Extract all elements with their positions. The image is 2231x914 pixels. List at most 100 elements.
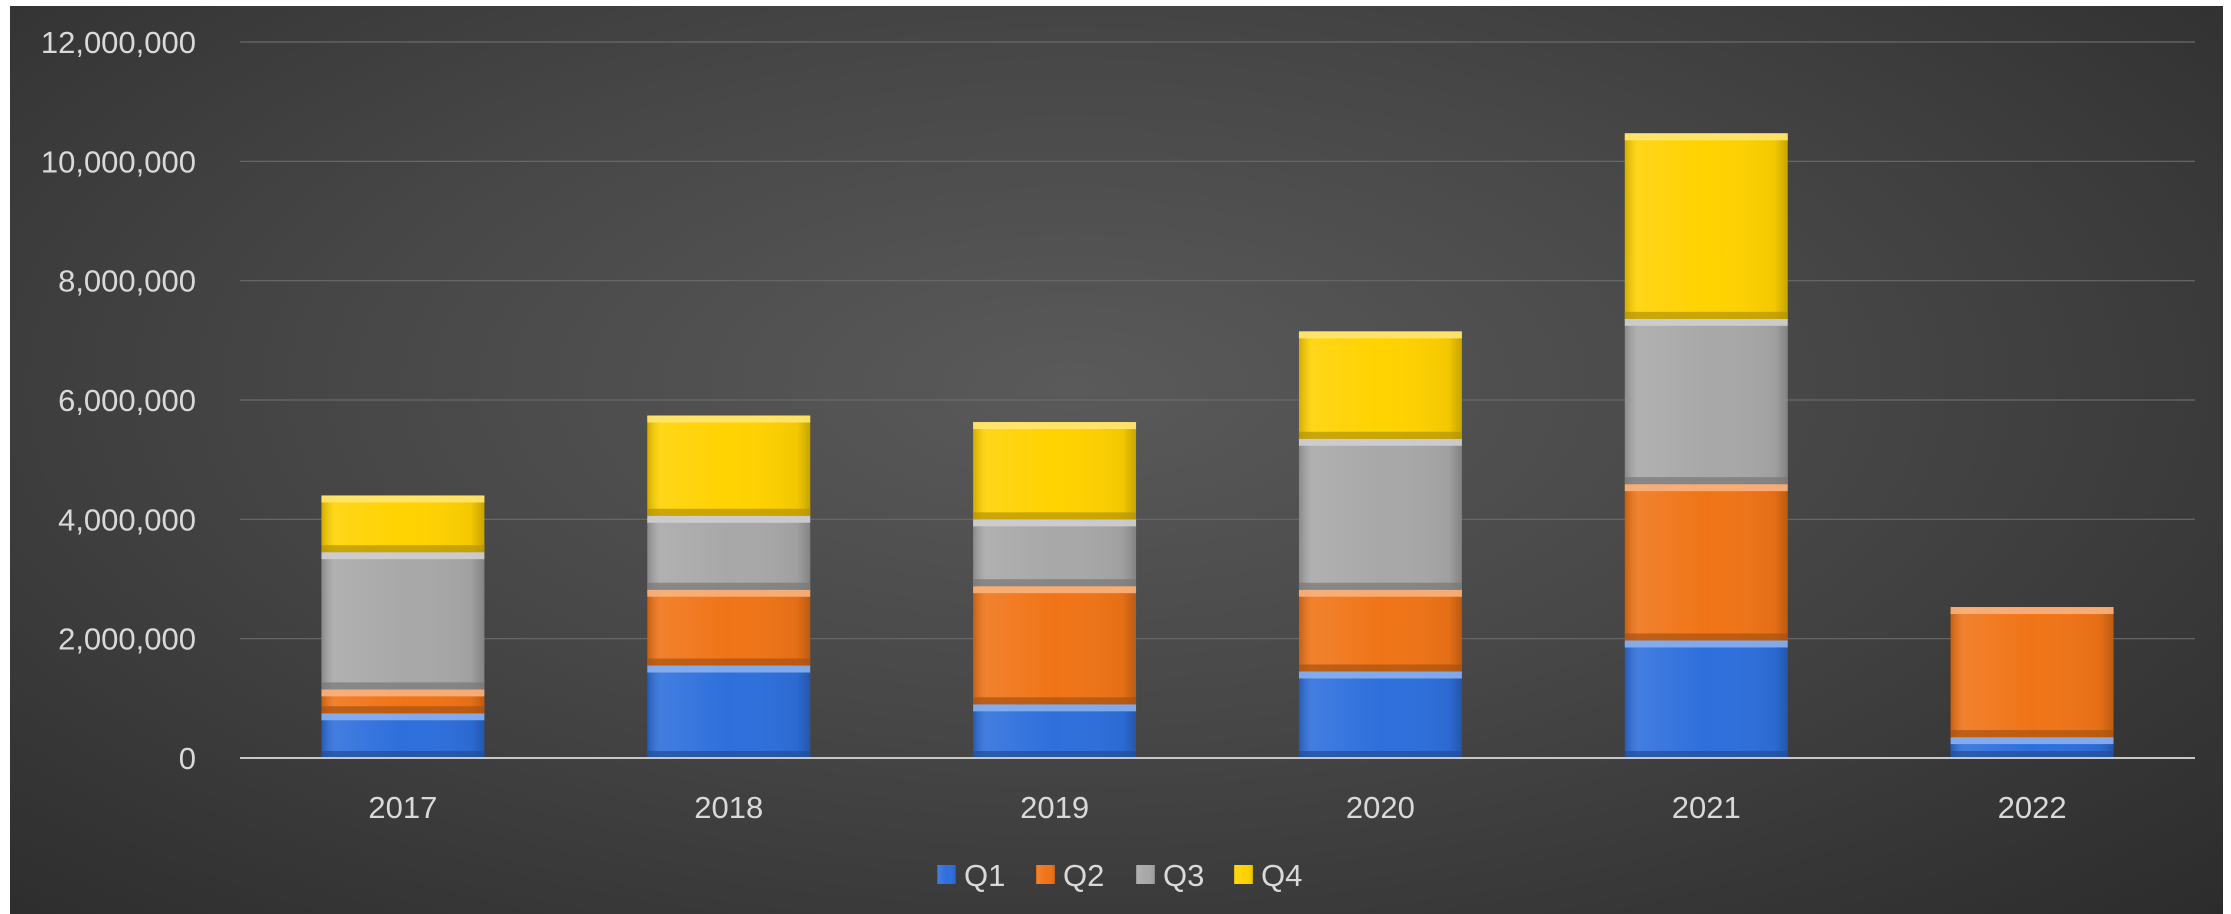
legend-label: Q1 — [964, 858, 1005, 893]
bar-shading — [973, 586, 1137, 705]
bar-bottom-bevel — [973, 751, 1137, 758]
bar-q4-2018 — [647, 415, 811, 516]
bar-top-bevel — [1624, 484, 1788, 492]
legend-swatch-shading — [1234, 865, 1253, 884]
legend-label: Q4 — [1261, 858, 1302, 893]
x-tick-label: 2017 — [368, 790, 437, 825]
bar-q2-2017 — [321, 689, 485, 714]
y-tick-label: 6,000,000 — [58, 383, 196, 418]
bar-q1-2022 — [1950, 737, 2114, 758]
bar-bottom-bevel — [1950, 730, 2114, 738]
bar-q4-2017 — [321, 495, 485, 553]
bar-shading — [1624, 318, 1788, 485]
bar-bottom-bevel — [1298, 751, 1462, 758]
bar-q2-2020 — [1298, 589, 1462, 672]
bar-shading — [1298, 589, 1462, 672]
bar-bottom-bevel — [647, 508, 811, 516]
bar-shading — [1298, 331, 1462, 439]
bar-shading — [647, 415, 811, 516]
bar-shading — [647, 665, 811, 758]
legend-swatch-shading — [937, 865, 956, 884]
bar-q2-2021 — [1624, 484, 1788, 641]
legend-label: Q2 — [1063, 858, 1104, 893]
bar-top-bevel — [1298, 438, 1462, 446]
bar-shading — [973, 704, 1137, 758]
bar-shading — [973, 519, 1137, 587]
bar-shading — [1624, 484, 1788, 641]
bar-q2-2018 — [647, 589, 811, 666]
bar-shading — [1950, 607, 2114, 738]
legend-item-q3: Q3 — [1136, 858, 1204, 893]
bar-bottom-bevel — [1624, 751, 1788, 758]
bar-top-bevel — [321, 713, 485, 721]
legend-label: Q3 — [1163, 858, 1204, 893]
bar-shading — [1624, 133, 1788, 319]
bar-shading — [321, 713, 485, 758]
bar-q1-2018 — [647, 665, 811, 758]
bar-bottom-bevel — [1298, 582, 1462, 590]
bar-bottom-bevel — [321, 682, 485, 690]
bar-bottom-bevel — [647, 751, 811, 758]
bar-top-bevel — [647, 589, 811, 597]
bar-top-bevel — [321, 552, 485, 560]
x-tick-label: 2020 — [1346, 790, 1415, 825]
bar-q1-2021 — [1624, 640, 1788, 758]
bar-q4-2020 — [1298, 331, 1462, 439]
bar-bottom-bevel — [321, 706, 485, 714]
x-axis: 2017 2018 2019 2020 2021 2022 — [240, 757, 2195, 825]
bar-shading — [1624, 640, 1788, 758]
y-tick-label: 0 — [179, 741, 196, 776]
bar-bottom-bevel — [647, 658, 811, 666]
legend: Q1 Q2 Q3 Q4 — [937, 858, 1302, 893]
bar-top-bevel — [647, 665, 811, 673]
bar-q3-2019 — [973, 519, 1137, 587]
bar-bottom-bevel — [973, 512, 1137, 520]
bar-q4-2019 — [973, 422, 1137, 520]
bars — [321, 133, 2114, 758]
bar-q3-2018 — [647, 515, 811, 590]
bar-q3-2021 — [1624, 318, 1788, 485]
legend-swatch-shading — [1136, 865, 1155, 884]
bar-bottom-bevel — [647, 582, 811, 590]
gridlines — [240, 41, 2195, 640]
bar-bottom-bevel — [1950, 751, 2114, 758]
bar-q1-2019 — [973, 704, 1137, 758]
bar-top-bevel — [1624, 318, 1788, 326]
bar-bottom-bevel — [1624, 311, 1788, 319]
y-tick-label: 12,000,000 — [41, 25, 196, 60]
bar-top-bevel — [647, 515, 811, 523]
bar-q2-2019 — [973, 586, 1137, 705]
legend-item-q4: Q4 — [1234, 858, 1302, 893]
bar-shading — [973, 422, 1137, 520]
bar-top-bevel — [1298, 331, 1462, 339]
bar-top-bevel — [973, 704, 1137, 712]
bar-top-bevel — [973, 586, 1137, 594]
bar-shading — [647, 515, 811, 590]
bar-bottom-bevel — [973, 697, 1137, 705]
bar-top-bevel — [1298, 671, 1462, 679]
x-tick-label: 2022 — [1998, 790, 2067, 825]
bar-q3-2020 — [1298, 438, 1462, 590]
bar-top-bevel — [1950, 607, 2114, 615]
bar-shading — [321, 552, 485, 690]
bar-top-bevel — [1950, 737, 2114, 745]
bar-bottom-bevel — [321, 545, 485, 553]
legend-item-q1: Q1 — [937, 858, 1005, 893]
bar-shading — [647, 589, 811, 666]
bar-top-bevel — [1298, 589, 1462, 597]
bar-top-bevel — [647, 415, 811, 423]
x-tick-label: 2021 — [1672, 790, 1741, 825]
bar-shading — [321, 495, 485, 553]
y-tick-label: 10,000,000 — [41, 144, 196, 179]
bar-q2-2022 — [1950, 607, 2114, 738]
bar-bottom-bevel — [1624, 633, 1788, 641]
bar-bottom-bevel — [1298, 431, 1462, 439]
bar-q3-2017 — [321, 552, 485, 690]
bar-top-bevel — [321, 495, 485, 503]
y-tick-label: 4,000,000 — [58, 502, 196, 537]
bar-bottom-bevel — [321, 751, 485, 758]
bar-top-bevel — [1624, 640, 1788, 648]
bar-top-bevel — [973, 422, 1137, 430]
bar-shading — [1298, 671, 1462, 758]
